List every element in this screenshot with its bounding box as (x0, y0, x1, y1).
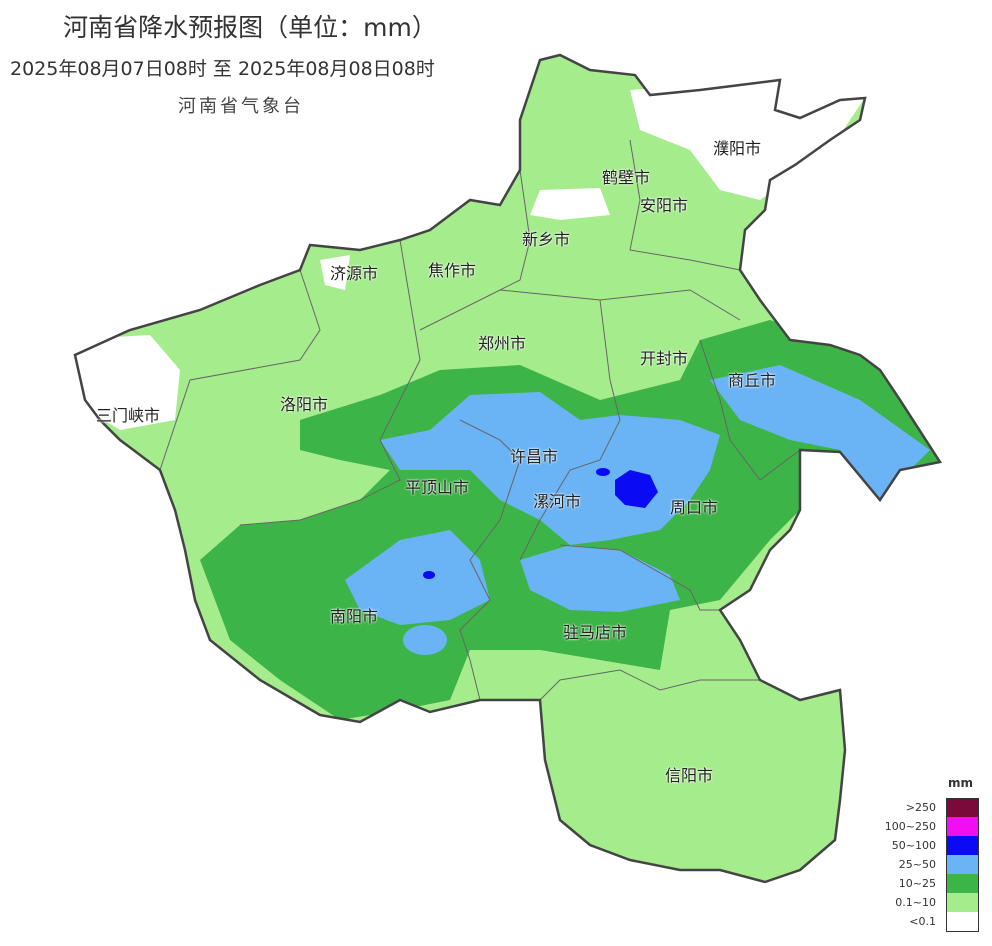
legend-swatch (946, 798, 979, 818)
city-label-zhengzhou: 郑州市 (478, 334, 527, 353)
legend-item: 100~250 (880, 817, 980, 836)
legend-item: 25~50 (880, 855, 980, 874)
agency-name: 河南省气象台 (178, 96, 304, 117)
legend-label: 0.1~10 (895, 896, 936, 909)
legend-swatch (946, 817, 979, 836)
rain-50-100-areas (423, 468, 658, 579)
legend-item: 10~25 (880, 874, 980, 893)
city-label-jiyuan: 济源市 (330, 264, 379, 283)
legend-label: >250 (905, 801, 936, 814)
legend-label: 100~250 (884, 820, 936, 833)
forecast-period: 2025年08月07日08时 至 2025年08月08日08时 (10, 58, 435, 80)
city-label-zhoukou: 周口市 (670, 498, 719, 517)
legend-swatch (946, 855, 979, 874)
city-label-anyang: 安阳市 (640, 196, 689, 215)
legend-swatch (946, 912, 979, 932)
city-label-jiaozuo: 焦作市 (428, 261, 477, 280)
city-label-nanyang: 南阳市 (330, 607, 379, 626)
legend-swatch (946, 874, 979, 893)
city-label-xinxiang: 新乡市 (522, 230, 571, 249)
city-label-xuchang: 许昌市 (510, 447, 559, 466)
legend-item: 0.1~10 (880, 893, 980, 912)
legend-unit: mm (948, 776, 974, 790)
city-label-zhumadian: 驻马店市 (563, 623, 628, 642)
legend-label: <0.1 (909, 915, 936, 928)
city-label-sanmenxia: 三门峡市 (96, 406, 161, 425)
city-label-pingdingshan: 平顶山市 (405, 478, 470, 497)
city-boundaries (159, 139, 801, 701)
legend-swatch (946, 893, 979, 912)
legend-label: 10~25 (898, 877, 936, 890)
city-label-luoyang: 洛阳市 (280, 395, 329, 414)
city-label-hebi: 鹤壁市 (602, 168, 651, 187)
legend-item: <0.1 (880, 912, 980, 932)
legend-swatch (946, 836, 979, 855)
province-outline (73, 53, 943, 884)
city-label-shangqiu: 商丘市 (728, 371, 777, 390)
legend-item: >250 (880, 798, 980, 818)
city-label-xinyang: 信阳市 (665, 766, 714, 785)
legend-label: 50~100 (891, 839, 936, 852)
city-label-kaifeng: 开封市 (640, 349, 689, 368)
city-label-puyang: 濮阳市 (713, 139, 762, 158)
legend-item: 50~100 (880, 836, 980, 855)
map-title: 河南省降水预报图（单位：mm） (63, 13, 437, 42)
city-label-luohe: 漯河市 (533, 492, 582, 511)
legend-label: 25~50 (898, 858, 936, 871)
